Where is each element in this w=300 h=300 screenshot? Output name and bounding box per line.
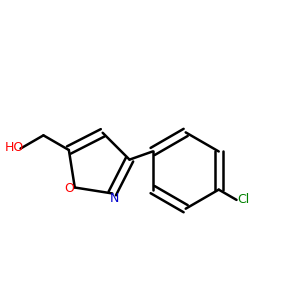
Text: HO: HO <box>5 141 24 154</box>
Text: O: O <box>64 182 74 196</box>
Text: N: N <box>110 192 119 205</box>
Text: Cl: Cl <box>238 194 250 206</box>
